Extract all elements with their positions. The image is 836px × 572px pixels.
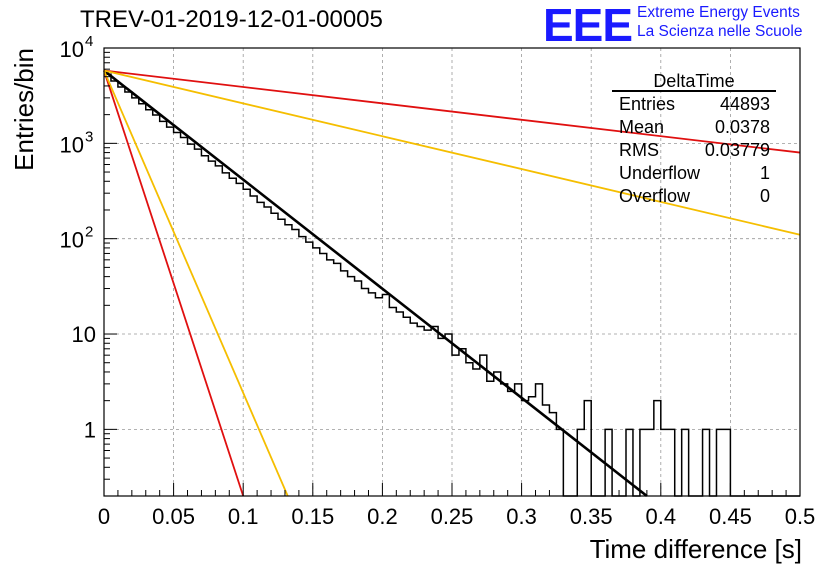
stats-value: 44893 [720,94,770,114]
y-tick-exponent: 4 [85,33,93,50]
histogram-steps [104,73,800,497]
x-axis-label: Time difference [s] [590,534,802,564]
x-tick-label: 0.5 [785,504,816,529]
plot-title: TREV-01-2019-12-01-00005 [80,6,383,33]
logo-line-1: Extreme Energy Events [637,4,800,21]
x-tick-label: 0.15 [291,504,334,529]
stats-label: Overflow [619,186,691,206]
stats-label: Entries [619,94,675,114]
eee-logo: EEE [543,0,633,51]
series-line-4 [103,70,289,497]
series-line-3 [103,70,245,497]
grid [104,48,800,496]
x-tick-label: 0.35 [570,504,613,529]
x-tick-labels: 0 0.05 0.1 0.15 0.2 0.25 0.3 0.35 0.4 0.45 0.5 [98,504,815,529]
x-tick-label: 0.25 [431,504,474,529]
stats-label: RMS [619,140,659,160]
y-tick-label: 10 [60,132,84,157]
stats-value: 1 [760,163,770,183]
axis-ticks [103,51,801,497]
stats-box: DeltaTime Entries 44893 Mean 0.0378 RMS 0.0377… [612,71,776,206]
y-tick-exponent: 2 [85,224,93,241]
series-line-1 [103,69,801,154]
y-tick-label: 1 [84,417,96,442]
stats-value: 0 [760,186,770,206]
x-tick-label: 0.45 [709,504,752,529]
series-line-0 [103,69,648,498]
series-line-2 [103,69,801,236]
y-tick-label: 10 [60,228,84,253]
x-tick-label: 0.1 [228,504,259,529]
stats-value: 0.0378 [715,117,770,137]
y-axis-label: Entries/bin [9,48,39,171]
x-tick-label: 0.3 [506,504,537,529]
y-tick-label: 10 [72,322,96,347]
x-tick-label: 0 [98,504,110,529]
stats-value: 0.03779 [705,140,770,160]
x-tick-label: 0.4 [646,504,677,529]
x-tick-label: 0.2 [367,504,398,529]
fit-lines [103,69,801,498]
x-tick-label: 0.05 [152,504,195,529]
logo-line-2: La Scienza nelle Scuole [637,23,803,40]
histogram [104,73,800,497]
stats-label: Mean [619,117,664,137]
y-tick-exponent: 3 [85,128,93,145]
stats-name: DeltaTime [653,71,734,91]
logo-caption: Extreme Energy Events La Scienza nelle S… [637,3,802,41]
y-tick-label: 10 [60,37,84,62]
stats-label: Underflow [619,163,701,183]
